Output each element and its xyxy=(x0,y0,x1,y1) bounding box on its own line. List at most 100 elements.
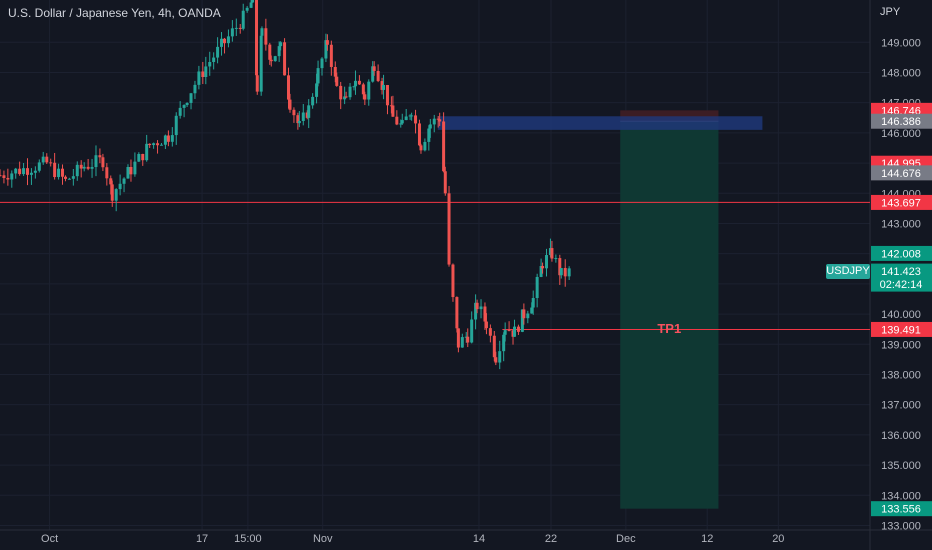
candle-body xyxy=(101,157,105,168)
candle-body xyxy=(14,168,18,174)
candle-body xyxy=(419,145,423,151)
candle-body xyxy=(90,167,94,169)
candle-body xyxy=(307,105,311,118)
candle-body xyxy=(259,35,263,92)
candle-body xyxy=(352,86,356,88)
y-tick-label: 137.000 xyxy=(881,400,921,412)
price-label-bg xyxy=(871,165,932,181)
candle-body xyxy=(159,144,163,146)
candle-body xyxy=(315,83,319,97)
candle-body xyxy=(163,135,167,145)
candle-body xyxy=(33,170,37,173)
candle-body xyxy=(156,143,160,146)
y-tick-label: 138.000 xyxy=(881,369,921,381)
candle-body xyxy=(428,124,432,129)
candle-body xyxy=(37,162,41,171)
price-label-bg xyxy=(871,501,932,517)
price-label: 143.697 xyxy=(881,197,921,209)
candle-body xyxy=(535,276,539,299)
candle-body xyxy=(451,264,455,298)
chart-title: U.S. Dollar / Japanese Yen, 4h, OANDA xyxy=(8,6,221,20)
position-stop-zone xyxy=(620,110,719,122)
candle-body xyxy=(216,46,220,58)
candle-body xyxy=(152,143,156,146)
candle-body xyxy=(324,40,328,59)
candle-body xyxy=(264,28,268,45)
candle-body xyxy=(563,268,567,277)
candle-body xyxy=(118,183,122,190)
candle-body xyxy=(86,166,90,169)
candle-body xyxy=(427,128,431,142)
candle-body xyxy=(404,116,408,121)
candle-body xyxy=(466,336,470,343)
candle-body xyxy=(268,44,272,60)
price-label: 139.491 xyxy=(881,324,921,336)
candle-body xyxy=(193,84,197,94)
candle-body xyxy=(201,71,205,78)
x-tick-label: 20 xyxy=(772,533,784,545)
candle-body xyxy=(432,118,436,125)
candle-body xyxy=(436,118,440,120)
candle-body xyxy=(410,115,414,117)
candle-body xyxy=(344,96,348,98)
supply-zone xyxy=(437,116,763,130)
y-tick-label: 136.000 xyxy=(881,430,921,442)
candle-body xyxy=(185,102,189,106)
candle-body xyxy=(6,178,10,180)
candle-body xyxy=(367,81,371,100)
candle-body xyxy=(105,167,109,179)
candle-body xyxy=(63,176,67,179)
candle-body xyxy=(385,85,389,106)
candle-body xyxy=(343,96,347,100)
candle-body xyxy=(550,248,554,259)
x-tick-label: 12 xyxy=(701,533,713,545)
candle-body xyxy=(559,268,563,276)
candle-body xyxy=(348,86,352,98)
candle-body xyxy=(335,76,339,86)
x-tick-label: Nov xyxy=(313,533,333,545)
candle-body xyxy=(539,266,543,277)
candle-body xyxy=(279,42,283,47)
candle-body xyxy=(470,319,474,343)
candle-body xyxy=(567,268,571,277)
candle-body xyxy=(251,0,255,3)
price-label: 141.423 xyxy=(881,266,921,278)
candle-body xyxy=(2,175,6,179)
candle-body xyxy=(502,334,506,352)
candle-body xyxy=(492,335,496,358)
candle-body xyxy=(220,38,224,47)
candle-body xyxy=(277,46,281,57)
candle-body xyxy=(26,168,30,175)
candle-body xyxy=(249,2,253,8)
candle-body xyxy=(238,27,242,29)
candle-body xyxy=(371,66,375,82)
price-label-bg xyxy=(871,263,932,292)
candle-body xyxy=(245,7,249,11)
candle-body xyxy=(75,164,79,177)
candle-body xyxy=(189,93,193,103)
candle-body xyxy=(474,302,478,320)
candle-body xyxy=(255,0,259,76)
candle-body xyxy=(141,153,145,161)
candle-body xyxy=(67,178,71,180)
candle-body xyxy=(554,258,558,260)
candle-body xyxy=(29,172,33,175)
candle-body xyxy=(174,115,178,136)
candle-body xyxy=(208,61,212,67)
candle-body xyxy=(520,309,524,332)
candle-body xyxy=(223,38,227,44)
candle-body xyxy=(530,307,534,314)
candle-body xyxy=(475,302,479,310)
candle-body xyxy=(414,115,418,124)
candle-body xyxy=(531,298,535,308)
candle-body xyxy=(526,313,530,319)
y-tick-label: 149.000 xyxy=(881,37,921,49)
candle-body xyxy=(226,36,230,44)
candle-body xyxy=(109,178,113,185)
x-tick-label: Dec xyxy=(616,533,636,545)
candle-body xyxy=(204,66,208,78)
price-label: 133.556 xyxy=(881,504,921,516)
candle-body xyxy=(41,156,45,163)
